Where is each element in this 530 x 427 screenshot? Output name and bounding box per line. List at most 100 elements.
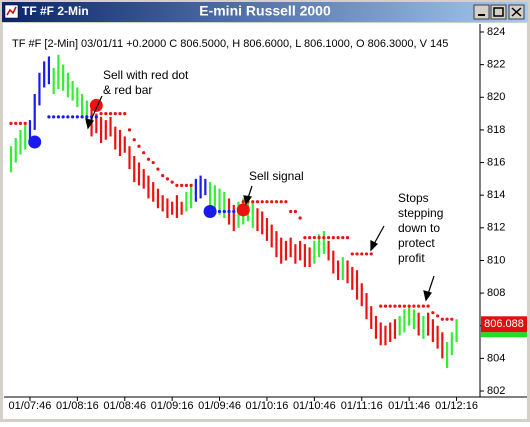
stop-dot bbox=[308, 236, 312, 240]
stop-dot bbox=[123, 111, 127, 116]
stop-dot bbox=[18, 121, 23, 125]
stop-dot bbox=[260, 200, 264, 204]
stop-dot bbox=[355, 252, 359, 256]
last-price-label: 806.088 bbox=[484, 318, 524, 330]
stop-dot bbox=[440, 317, 444, 321]
annotation: Sell signal bbox=[249, 169, 304, 183]
x-tick-label: 01/11:46 bbox=[388, 400, 430, 412]
stop-dot bbox=[331, 236, 335, 240]
annotation-arrows bbox=[85, 95, 435, 302]
stop-dot bbox=[241, 200, 245, 204]
arrowhead bbox=[243, 195, 253, 206]
title-bar bbox=[2, 2, 528, 22]
stop-dot bbox=[317, 236, 321, 240]
stop-dot bbox=[388, 304, 392, 308]
stop-dot bbox=[180, 183, 184, 187]
stop-dot bbox=[184, 183, 188, 187]
stop-dot bbox=[127, 128, 132, 132]
y-tick-label: 822 bbox=[487, 59, 505, 71]
stop-dot bbox=[417, 304, 421, 308]
y-tick-label: 818 bbox=[487, 124, 505, 136]
x-tick-label: 01/10:46 bbox=[293, 400, 336, 412]
stop-dot bbox=[407, 304, 411, 308]
annotation: protect bbox=[398, 236, 435, 250]
plot: 80280480680881081281481681882082282401/0… bbox=[9, 26, 527, 412]
signal-dot bbox=[28, 135, 42, 149]
window-title: TF #F 2-Min bbox=[22, 4, 89, 18]
stop-dot bbox=[251, 200, 255, 204]
stop-dot bbox=[47, 115, 51, 119]
stop-dot bbox=[436, 314, 440, 318]
annotation: profit bbox=[398, 251, 425, 265]
x-tick-label: 01/08:16 bbox=[56, 400, 99, 412]
y-tick-label: 816 bbox=[487, 156, 505, 168]
y-tick-label: 802 bbox=[487, 385, 505, 397]
stop-dot bbox=[14, 121, 18, 125]
stop-dot bbox=[345, 236, 350, 240]
annotation: Sell with red dot bbox=[103, 68, 189, 82]
stop-dot bbox=[379, 304, 383, 308]
stop-dot bbox=[170, 180, 174, 184]
stop-dot bbox=[284, 200, 288, 204]
stop-dot bbox=[23, 121, 27, 125]
arrowhead bbox=[85, 118, 94, 130]
stop-dot bbox=[322, 236, 326, 240]
stop-dot bbox=[289, 209, 293, 214]
stop-dot bbox=[85, 115, 89, 119]
stop-dot bbox=[398, 304, 402, 308]
signal-dot bbox=[89, 98, 103, 112]
arrow bbox=[247, 185, 253, 199]
arrow bbox=[89, 95, 103, 123]
stop-dot bbox=[402, 304, 407, 308]
stop-dot bbox=[52, 115, 56, 119]
signal-dot bbox=[203, 204, 217, 218]
stop-dot bbox=[326, 236, 331, 240]
stop-dot bbox=[113, 111, 117, 116]
y-tick-label: 810 bbox=[487, 254, 505, 266]
stop-dot bbox=[364, 252, 369, 256]
stop-dot bbox=[393, 304, 397, 308]
annotation: Stops bbox=[398, 191, 429, 205]
stop-dot bbox=[312, 236, 316, 240]
annotation: down to bbox=[398, 221, 440, 235]
stop-dot bbox=[360, 252, 364, 256]
stop-dot bbox=[80, 115, 84, 119]
arrow bbox=[427, 275, 435, 295]
stop-dot bbox=[151, 160, 155, 165]
stop-dot bbox=[156, 167, 160, 171]
x-tick-label: 01/08:46 bbox=[103, 400, 146, 412]
maximize-glyph bbox=[493, 7, 504, 17]
stop-dot bbox=[71, 115, 75, 119]
chart-header: TF #F [2-Min] 03/01/11 +0.2000 C 806.500… bbox=[12, 38, 448, 50]
stop-dot bbox=[255, 200, 260, 204]
stop-dot bbox=[118, 111, 122, 116]
stop-dot bbox=[421, 304, 425, 308]
stop-dot bbox=[222, 209, 226, 214]
stop-dot bbox=[132, 138, 136, 142]
signal-dot bbox=[236, 203, 250, 217]
stop-dot bbox=[217, 209, 222, 214]
arrowhead bbox=[370, 240, 379, 252]
stop-dot bbox=[383, 304, 388, 308]
x-tick-label: 01/09:16 bbox=[151, 400, 194, 412]
annotation: & red bar bbox=[103, 83, 152, 97]
window-caption: E-mini Russell 2000 bbox=[199, 3, 331, 19]
stop-dot bbox=[161, 173, 165, 178]
stop-dot bbox=[146, 157, 151, 161]
stop-dot bbox=[227, 209, 231, 214]
x-tick-label: 01/07:46 bbox=[9, 400, 52, 412]
stop-dot bbox=[165, 177, 170, 181]
arrowhead bbox=[423, 290, 432, 302]
x-tick-label: 01/09:46 bbox=[198, 400, 241, 412]
minimize-button[interactable] bbox=[473, 4, 490, 20]
stop-dot bbox=[298, 216, 302, 220]
stop-dot bbox=[94, 115, 98, 119]
x-tick-label: 01/10:16 bbox=[246, 400, 289, 412]
stop-dot bbox=[61, 115, 65, 119]
stop-dot bbox=[293, 209, 297, 214]
stop-dot bbox=[175, 183, 179, 187]
y-tick-label: 808 bbox=[487, 287, 505, 299]
x-tick-label: 01/12:16 bbox=[435, 400, 478, 412]
